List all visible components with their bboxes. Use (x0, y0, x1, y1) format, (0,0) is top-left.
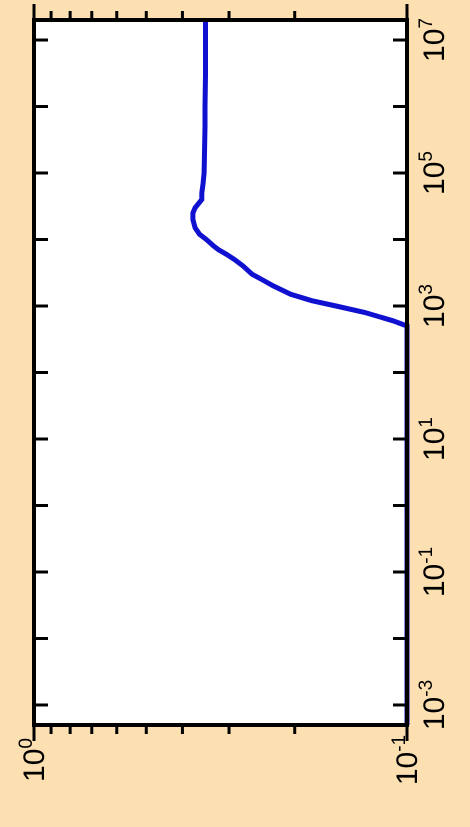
x-tick-label: 103 (416, 284, 451, 328)
x-tick-label: 105 (416, 151, 451, 195)
series-line-0 (190, 20, 410, 725)
x-tick-label: 101 (416, 417, 451, 461)
x-tick-label: 10-1 (416, 547, 451, 597)
data-layer (190, 20, 410, 725)
tick-layer (32, 4, 409, 741)
y-tick-label: 10-1 (389, 735, 424, 785)
plot-area (34, 20, 407, 725)
x-tick-label: 107 (416, 18, 451, 62)
tick-label-layer: 10-3 10-1 101 103 105 107 100 10-1 (16, 18, 451, 785)
y-tick-label: 100 (16, 738, 51, 782)
plot-frame (32, 18, 409, 727)
x-tick-label: 10-3 (416, 680, 451, 730)
